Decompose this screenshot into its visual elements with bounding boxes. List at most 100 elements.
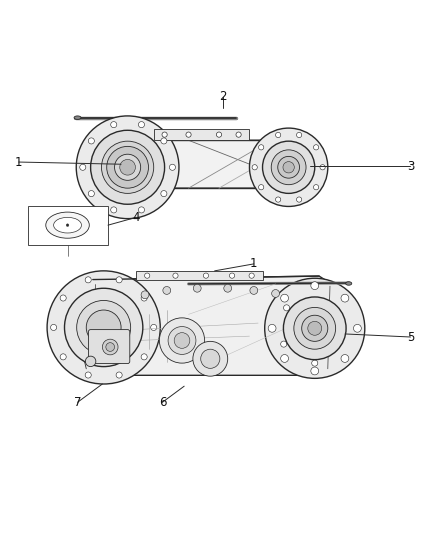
Circle shape: [268, 325, 276, 332]
Circle shape: [115, 154, 141, 180]
Circle shape: [173, 273, 178, 278]
Circle shape: [281, 341, 287, 347]
Circle shape: [88, 138, 94, 144]
Circle shape: [276, 197, 281, 202]
Circle shape: [262, 141, 315, 193]
Text: 4: 4: [133, 211, 140, 224]
Circle shape: [159, 318, 205, 363]
Circle shape: [278, 156, 300, 178]
Ellipse shape: [46, 212, 89, 238]
Circle shape: [91, 130, 165, 204]
Circle shape: [250, 128, 328, 206]
Circle shape: [193, 284, 201, 292]
Circle shape: [312, 360, 318, 366]
Bar: [136, 271, 262, 280]
Circle shape: [302, 315, 328, 341]
Circle shape: [250, 287, 258, 294]
Bar: [28, 206, 108, 245]
Text: 1: 1: [15, 156, 22, 168]
Circle shape: [86, 310, 121, 345]
Circle shape: [170, 164, 176, 171]
Circle shape: [230, 273, 235, 278]
Circle shape: [168, 327, 196, 354]
Circle shape: [50, 325, 57, 330]
Circle shape: [297, 132, 302, 138]
Text: 7: 7: [74, 396, 81, 409]
Circle shape: [236, 132, 241, 137]
Circle shape: [216, 132, 222, 137]
Text: 1: 1: [250, 257, 258, 270]
Circle shape: [258, 184, 264, 190]
Circle shape: [85, 356, 96, 367]
Circle shape: [64, 288, 143, 367]
Circle shape: [174, 333, 190, 349]
Circle shape: [116, 277, 122, 283]
Circle shape: [138, 122, 145, 128]
Circle shape: [353, 325, 361, 332]
Ellipse shape: [346, 282, 352, 285]
Circle shape: [252, 165, 257, 170]
Circle shape: [311, 367, 319, 375]
Circle shape: [141, 291, 149, 298]
Text: 5: 5: [407, 330, 414, 343]
Circle shape: [341, 294, 349, 302]
Circle shape: [308, 321, 322, 335]
Circle shape: [80, 164, 86, 171]
Circle shape: [283, 161, 294, 173]
Text: 3: 3: [407, 160, 414, 173]
Circle shape: [283, 297, 346, 360]
Circle shape: [106, 343, 115, 351]
Ellipse shape: [74, 116, 81, 119]
Circle shape: [85, 372, 91, 378]
Circle shape: [47, 271, 160, 384]
Circle shape: [265, 278, 365, 378]
Circle shape: [85, 277, 91, 283]
Circle shape: [249, 273, 254, 278]
Circle shape: [88, 191, 94, 197]
Circle shape: [294, 308, 336, 349]
Circle shape: [138, 207, 145, 213]
Polygon shape: [78, 276, 345, 375]
Circle shape: [120, 159, 135, 175]
Circle shape: [320, 165, 325, 170]
Circle shape: [341, 354, 349, 362]
Circle shape: [60, 354, 66, 360]
Circle shape: [102, 339, 118, 355]
Circle shape: [116, 372, 122, 378]
Circle shape: [151, 325, 157, 330]
Circle shape: [224, 284, 232, 292]
Circle shape: [107, 147, 148, 188]
Circle shape: [201, 349, 220, 368]
Ellipse shape: [53, 217, 81, 233]
FancyBboxPatch shape: [88, 329, 130, 364]
Circle shape: [297, 197, 302, 202]
Circle shape: [258, 144, 264, 150]
Circle shape: [141, 295, 147, 301]
Circle shape: [283, 305, 290, 311]
Text: 2: 2: [219, 90, 227, 103]
Circle shape: [281, 294, 289, 302]
Circle shape: [145, 273, 150, 278]
Circle shape: [161, 191, 167, 197]
Circle shape: [163, 287, 171, 294]
Circle shape: [77, 301, 131, 354]
Circle shape: [186, 132, 191, 137]
Bar: [154, 130, 250, 140]
Circle shape: [102, 141, 154, 193]
Circle shape: [281, 354, 289, 362]
Circle shape: [276, 132, 281, 138]
Circle shape: [76, 116, 179, 219]
Circle shape: [66, 224, 69, 227]
Circle shape: [111, 122, 117, 128]
Circle shape: [314, 184, 319, 190]
Circle shape: [203, 273, 208, 278]
Polygon shape: [99, 140, 323, 188]
Text: 6: 6: [159, 396, 166, 409]
Circle shape: [111, 207, 117, 213]
Circle shape: [314, 144, 319, 150]
Circle shape: [161, 138, 167, 144]
Circle shape: [311, 282, 319, 289]
Circle shape: [271, 150, 306, 184]
Circle shape: [60, 295, 66, 301]
Circle shape: [193, 341, 228, 376]
